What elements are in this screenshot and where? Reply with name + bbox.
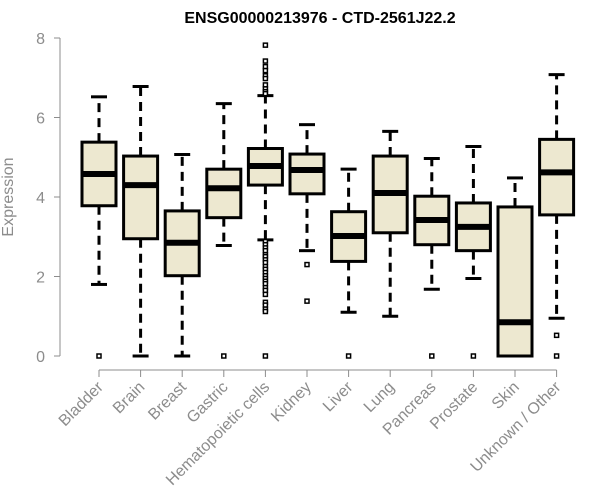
box-breast bbox=[163, 152, 201, 358]
box-iqr bbox=[288, 152, 326, 196]
outlier-point bbox=[345, 353, 352, 359]
outlier-point bbox=[262, 291, 269, 298]
x-tick-label: Skin bbox=[489, 379, 523, 413]
box-skin bbox=[496, 176, 534, 358]
outlier-point bbox=[304, 298, 310, 304]
outlier-point bbox=[262, 67, 269, 74]
box-liver bbox=[330, 167, 368, 359]
outlier-point bbox=[553, 332, 560, 339]
outlier-point bbox=[262, 42, 269, 48]
x-tick-label: Brain bbox=[110, 379, 148, 417]
outlier-point bbox=[96, 353, 102, 359]
box-pancreas bbox=[413, 156, 451, 359]
box-unknown-other bbox=[538, 73, 576, 359]
outlier-point bbox=[221, 353, 227, 359]
outlier-point bbox=[304, 261, 310, 268]
box-hematopoietic-cells bbox=[246, 42, 284, 359]
outlier-point bbox=[553, 353, 560, 359]
box-bladder bbox=[80, 95, 118, 359]
outlier-point bbox=[262, 308, 269, 315]
box-iqr bbox=[538, 137, 576, 217]
box-kidney bbox=[288, 123, 326, 304]
outlier-point bbox=[470, 353, 477, 359]
chart-title: ENSG00000213976 - CTD-2561J22.2 bbox=[184, 10, 455, 27]
box-iqr bbox=[496, 205, 534, 358]
y-tick-label: 6 bbox=[36, 111, 45, 128]
outlier-point bbox=[429, 353, 435, 359]
x-tick-label: Liver bbox=[320, 378, 357, 415]
x-tick-label: Bladder bbox=[56, 378, 107, 429]
box-gastric bbox=[205, 102, 243, 359]
y-axis-title: Expression bbox=[0, 157, 17, 236]
box-iqr bbox=[205, 167, 243, 220]
box-prostate bbox=[454, 145, 492, 359]
x-tick-label: Lung bbox=[361, 379, 398, 416]
y-tick-label: 2 bbox=[36, 270, 45, 287]
y-tick-label: 0 bbox=[36, 349, 45, 366]
outlier-point bbox=[262, 75, 269, 82]
box-brain bbox=[122, 84, 160, 358]
box-iqr bbox=[122, 154, 160, 241]
y-tick-label: 4 bbox=[36, 190, 45, 207]
y-tick-label: 8 bbox=[36, 31, 45, 48]
box-lung bbox=[371, 129, 409, 318]
outlier-point bbox=[262, 90, 269, 97]
outlier-point bbox=[262, 353, 269, 359]
x-tick-label: Breast bbox=[145, 378, 190, 423]
y-axis: 0 2 4 6 8 bbox=[36, 31, 61, 366]
outlier-point bbox=[262, 58, 269, 64]
boxes-layer bbox=[80, 42, 576, 359]
x-tick-label: Kidney bbox=[268, 379, 315, 426]
